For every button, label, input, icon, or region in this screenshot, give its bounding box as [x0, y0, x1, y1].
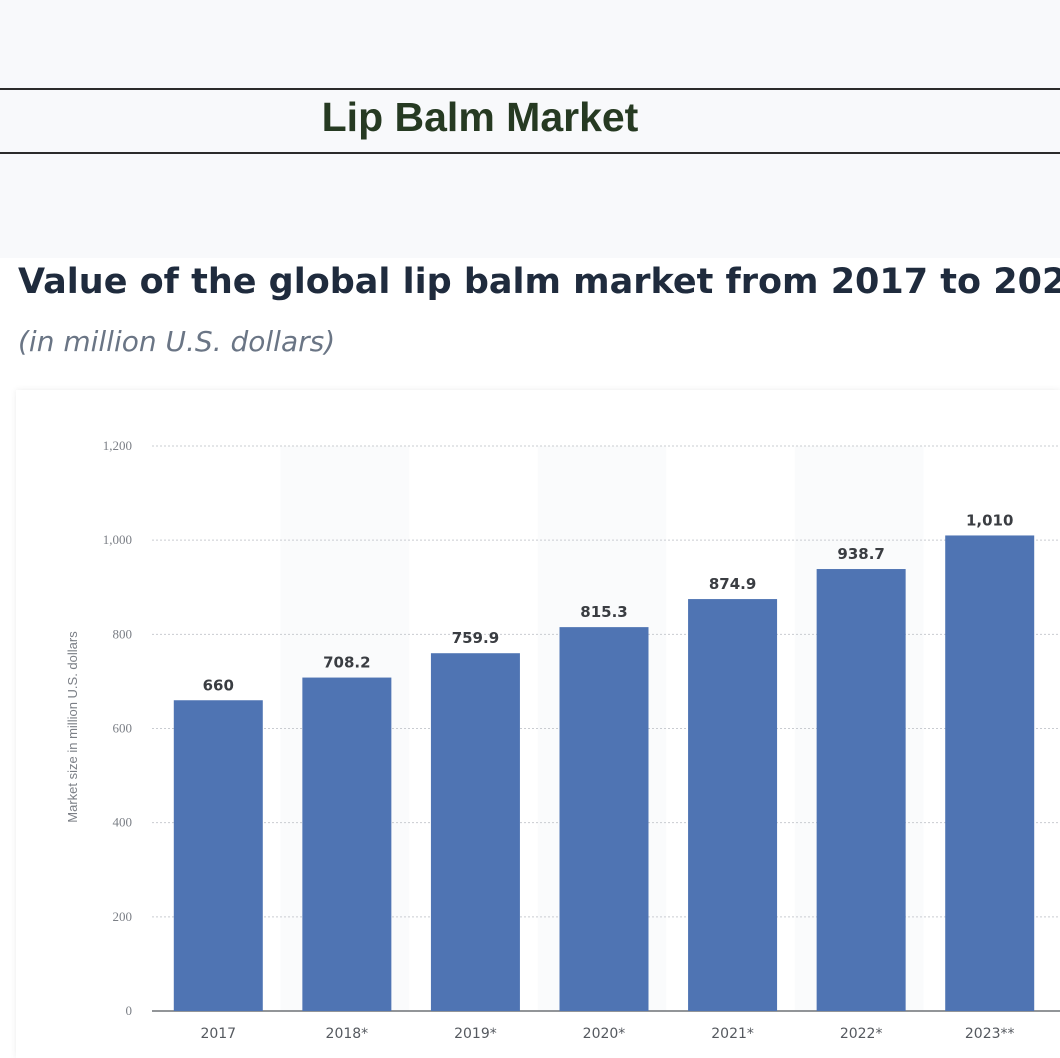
bar-chart: 0 200 400 600 800 1,000 1,200 Market size in mi… — [65, 438, 1060, 1042]
y-tick-label: 1,000 — [103, 532, 132, 547]
header-band — [0, 0, 1060, 258]
chart-card: 0 200 400 600 800 1,000 1,200 Market size in mi… — [16, 390, 1060, 1058]
banner-title: Lip Balm Market — [321, 94, 639, 140]
y-tick-label: 200 — [113, 909, 133, 924]
x-tick-label: 2019* — [454, 1026, 497, 1042]
y-tick-label: 0 — [126, 1003, 133, 1018]
x-tick-label: 2023** — [965, 1026, 1015, 1042]
bar — [688, 599, 778, 1011]
x-tick-label: 2018* — [326, 1026, 369, 1042]
bar — [173, 700, 263, 1011]
x-tick-label: 2021* — [711, 1026, 754, 1042]
banner-rule — [0, 88, 1060, 154]
bar — [816, 569, 906, 1011]
y-tick-label: 800 — [113, 626, 133, 641]
data-label: 938.7 — [837, 545, 884, 563]
data-label: 708.2 — [323, 654, 370, 672]
y-axis-title: Market size in million U.S. dollars — [65, 631, 80, 823]
x-tick-label: 2022* — [840, 1026, 883, 1042]
bar — [559, 627, 649, 1011]
data-label: 759.9 — [452, 629, 499, 647]
chart-title: Value of the global lip balm market from… — [18, 262, 1060, 302]
data-label: 815.3 — [580, 603, 627, 621]
x-tick-label: 2017 — [200, 1026, 236, 1042]
y-tick-label: 1,200 — [103, 438, 132, 453]
chart-subtitle: (in million U.S. dollars) — [18, 325, 336, 358]
x-tick-label: 2020* — [583, 1026, 626, 1042]
data-label: 874.9 — [709, 575, 756, 593]
bar — [302, 677, 392, 1011]
data-label: 1,010 — [966, 511, 1013, 529]
data-label: 660 — [203, 676, 234, 694]
bar — [430, 653, 520, 1011]
y-tick-label: 400 — [113, 815, 133, 830]
y-tick-label: 600 — [113, 721, 133, 736]
bar — [945, 535, 1035, 1011]
